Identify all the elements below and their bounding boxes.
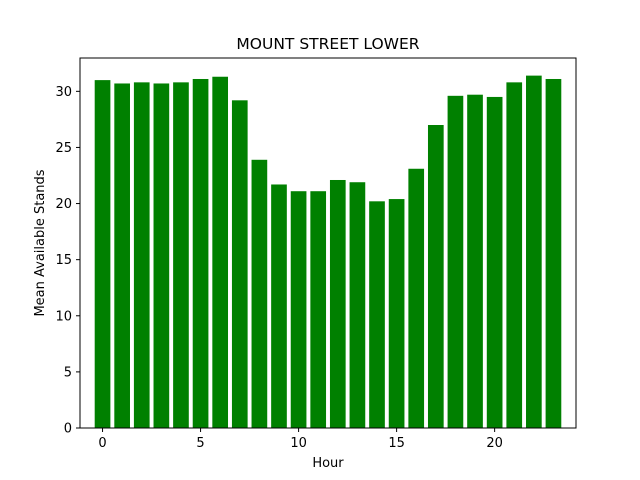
x-tick-label-5: 5: [196, 436, 204, 451]
y-tick-label-5: 5: [64, 365, 72, 380]
x-tick-label-20: 20: [486, 436, 503, 451]
bar-hour-5: [192, 78, 209, 429]
bar-hour-1: [114, 83, 130, 428]
bar-hour-14: [369, 201, 385, 428]
y-axis-label: Mean Available Stands: [33, 169, 48, 316]
y-tick-label-25: 25: [55, 141, 72, 156]
x-axis-ticks: 0 5 10 15 20: [98, 428, 503, 451]
y-tick-label-0: 0: [64, 422, 72, 437]
bar-hour-15: [388, 199, 405, 428]
x-tick-label-10: 10: [290, 436, 307, 451]
bar-hour-8: [251, 159, 268, 429]
bar-hour-7: [231, 100, 248, 428]
x-tick-label-15: 15: [388, 436, 405, 451]
bar-hour-17: [427, 125, 444, 428]
y-axis-ticks: 0 5 10 15 20 25 30: [55, 85, 80, 437]
bar-hour-16: [408, 168, 425, 428]
bar-hour-20: [486, 96, 503, 428]
bar-hour-23: [545, 78, 562, 429]
y-tick-label-30: 30: [55, 85, 72, 100]
bar-hour-11: [310, 191, 327, 428]
bar-hour-10: [290, 191, 307, 428]
y-tick-label-15: 15: [55, 253, 72, 268]
x-tick-label-0: 0: [98, 436, 106, 451]
chart-title: MOUNT STREET LOWER: [236, 35, 419, 53]
bar-hour-0: [94, 80, 111, 429]
bar-hour-6: [212, 76, 229, 429]
bar-hour-18: [447, 95, 464, 428]
x-axis-label: Hour: [312, 456, 344, 471]
y-tick-label-10: 10: [55, 309, 72, 324]
bar-hour-22: [526, 75, 542, 429]
plot-frame: [79, 57, 577, 429]
bar-hour-3: [153, 83, 170, 428]
bar-hour-21: [506, 82, 523, 428]
bars-group: [94, 75, 562, 429]
bar-hour-19: [467, 94, 483, 428]
bar-hour-2: [133, 82, 150, 428]
bar-hour-4: [173, 82, 189, 428]
bar-hour-9: [271, 184, 287, 428]
y-tick-label-20: 20: [55, 197, 72, 212]
bar-hour-12: [329, 179, 346, 428]
bar-hour-13: [349, 182, 366, 428]
